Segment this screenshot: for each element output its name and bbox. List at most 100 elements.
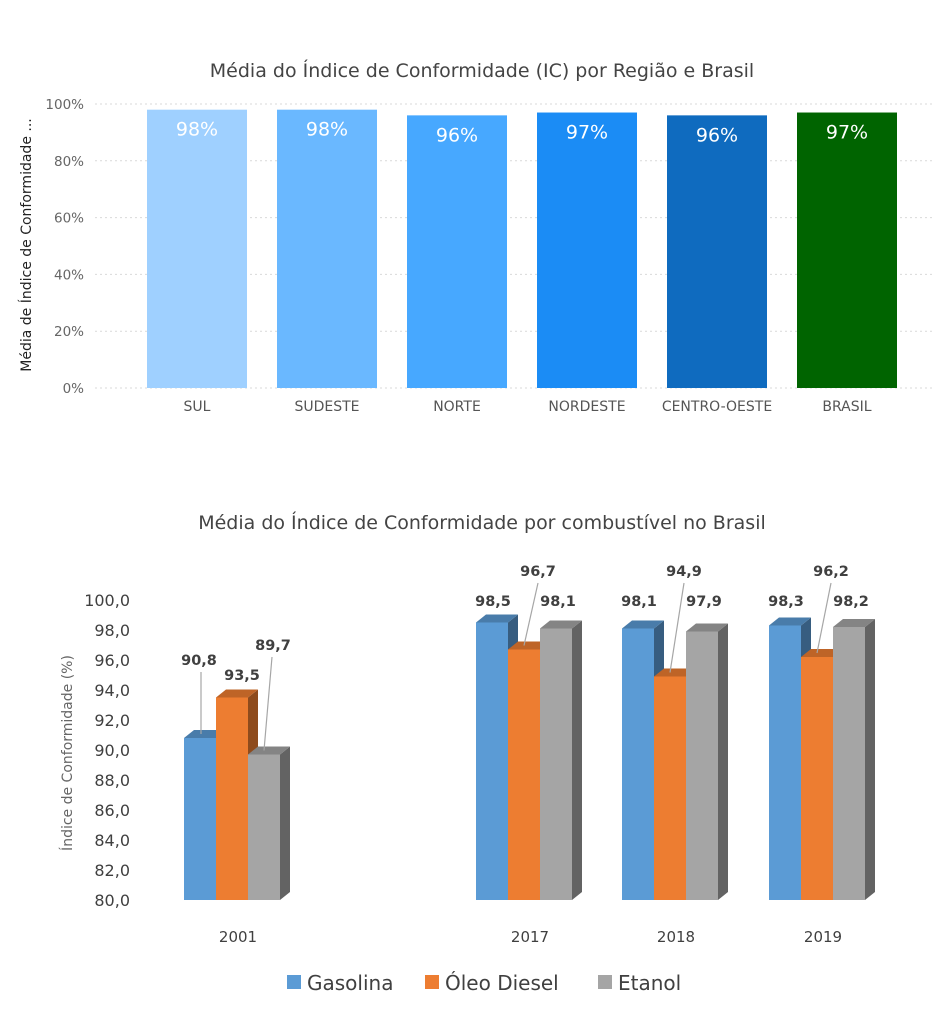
chart2-bar — [833, 627, 865, 900]
chart2-bar-top — [508, 641, 550, 650]
chart2-y-tick-label: 100,0 — [84, 591, 130, 610]
chart2-bar-top — [540, 620, 582, 629]
chart1-y-axis-label: Média de Índice de Conformidade ... — [18, 118, 35, 371]
chart2-legend-swatch — [598, 975, 612, 989]
chart2-bar-top — [248, 746, 290, 755]
chart1-data-label: 97% — [826, 122, 868, 144]
chart2-y-tick-label: 92,0 — [94, 711, 130, 730]
chart1-data-label: 98% — [176, 119, 218, 141]
chart1-x-tick-label: BRASIL — [822, 399, 871, 415]
chart1-y-tick-label: 20% — [54, 324, 84, 340]
chart2-data-label: 98,5 — [475, 594, 511, 610]
chart2-data-label: 98,2 — [833, 594, 869, 610]
chart2-bar-side — [718, 623, 728, 900]
chart1-y-tick-label: 60% — [54, 211, 84, 227]
chart2-bar-top — [654, 668, 696, 677]
chart2-bar-side — [572, 620, 582, 900]
chart2-data-label: 96,7 — [520, 564, 556, 580]
chart2-data-label: 90,8 — [181, 653, 217, 669]
chart2-y-tick-label: 86,0 — [94, 801, 130, 820]
chart2-legend-swatch — [287, 975, 301, 989]
chart2-y-tick-label: 82,0 — [94, 861, 130, 880]
chart2-bar — [540, 628, 572, 900]
chart2-legend-label: Óleo Diesel — [445, 971, 559, 995]
chart2-y-tick-label: 88,0 — [94, 771, 130, 790]
chart2-data-label: 98,3 — [768, 594, 804, 610]
chart1-bar — [537, 112, 637, 389]
chart2-label-leader — [263, 656, 273, 751]
chart2-y-ticks: 80,0 82,0 84,0 86,0 88,0 90,0 92,0 94,0 96,0 98,0… — [84, 591, 130, 910]
chart1-bars: 98% 98% 96% 97% 96% 97% — [147, 109, 897, 389]
chart1-x-tick-label: SUDESTE — [294, 399, 359, 415]
chart2-bars — [184, 614, 875, 900]
chart2-y-tick-label: 96,0 — [94, 651, 130, 670]
chart2-data-label: 96,2 — [813, 564, 849, 580]
chart1-y-tick-label: 40% — [54, 267, 84, 283]
chart2-bar — [801, 657, 833, 900]
chart2-legend-label: Etanol — [618, 971, 681, 995]
chart2-x-tick-label: 2017 — [511, 928, 549, 946]
chart2-bar-top — [769, 617, 811, 626]
chart2-title: Média do Índice de Conformidade por comb… — [198, 511, 766, 534]
chart2-bar — [216, 697, 248, 900]
chart2-data-label: 94,9 — [666, 564, 702, 580]
chart2-legend-label: Gasolina — [307, 971, 393, 995]
chart2-y-axis-label: Índice de Conformidade (%) — [59, 655, 76, 851]
chart2-data-label: 98,1 — [540, 594, 576, 610]
chart2-bar-top — [833, 619, 875, 627]
chart2-bar — [248, 754, 280, 900]
chart2-y-tick-label: 94,0 — [94, 681, 130, 700]
chart2-bar-side — [865, 619, 875, 900]
chart2-bar — [622, 628, 654, 900]
chart2-bar-top — [801, 649, 843, 657]
chart1-data-label: 98% — [306, 119, 348, 141]
chart2-label-leader — [669, 582, 685, 673]
chart1-data-label: 96% — [696, 124, 738, 146]
chart2-y-tick-label: 98,0 — [94, 621, 130, 640]
chart2-legend-swatch — [425, 975, 439, 989]
chart2-y-tick-label: 80,0 — [94, 891, 130, 910]
chart1-x-tick-label: SUL — [184, 399, 211, 415]
chart1-data-label: 97% — [566, 122, 608, 144]
chart1-x-tick-label: NORTE — [433, 399, 481, 415]
chart2-y-tick-label: 90,0 — [94, 741, 130, 760]
chart2-legend: Gasolina Óleo Diesel Etanol — [287, 971, 681, 995]
region-conformity-chart: Média do Índice de Conformidade (IC) por… — [18, 59, 935, 415]
chart2-data-label: 98,1 — [621, 594, 657, 610]
chart2-bar — [654, 676, 686, 900]
chart1-x-tick-label: CENTRO-OESTE — [662, 399, 772, 415]
chart1-data-label: 96% — [436, 124, 478, 146]
chart1-y-tick-label: 0% — [63, 381, 85, 397]
chart2-label-leader — [523, 582, 539, 646]
chart1-x-labels: SUL SUDESTE NORTE NORDESTE CENTRO-OESTE BRASI… — [184, 399, 872, 415]
chart2-x-labels: 2001 2017 2018 2019 — [219, 928, 842, 946]
chart2-bar-top — [476, 614, 518, 623]
chart2-data-label: 97,9 — [686, 594, 722, 610]
chart2-bar — [769, 625, 801, 900]
chart1-title: Média do Índice de Conformidade (IC) por… — [210, 59, 754, 82]
chart2-x-tick-label: 2018 — [657, 928, 695, 946]
chart1-bar — [407, 115, 507, 389]
chart1-y-tick-label: 100% — [45, 97, 84, 113]
chart2-bar — [184, 738, 216, 900]
chart1-bar — [667, 115, 767, 389]
chart1-bar — [277, 109, 377, 389]
chart2-bar-top — [686, 623, 728, 632]
chart2-y-tick-label: 84,0 — [94, 831, 130, 850]
chart2-bar — [686, 631, 718, 900]
chart2-data-label: 89,7 — [255, 638, 291, 654]
chart2-x-tick-label: 2001 — [219, 928, 257, 946]
chart2-bar — [508, 649, 540, 900]
chart2-label-leader — [816, 582, 832, 654]
chart1-y-tick-label: 80% — [54, 154, 84, 170]
chart1-bar — [147, 109, 247, 389]
fuel-conformity-chart: Média do Índice de Conformidade por comb… — [59, 511, 875, 995]
chart2-bar — [476, 622, 508, 900]
chart1-bar — [797, 112, 897, 389]
chart2-data-label: 93,5 — [224, 668, 260, 684]
chart2-bar-side — [280, 746, 290, 900]
chart1-x-tick-label: NORDESTE — [548, 399, 625, 415]
chart2-bar-top — [216, 689, 258, 698]
chart1-y-ticks: 0% 20% 40% 60% 80% 100% — [45, 97, 84, 397]
chart2-bar-top — [622, 620, 664, 629]
